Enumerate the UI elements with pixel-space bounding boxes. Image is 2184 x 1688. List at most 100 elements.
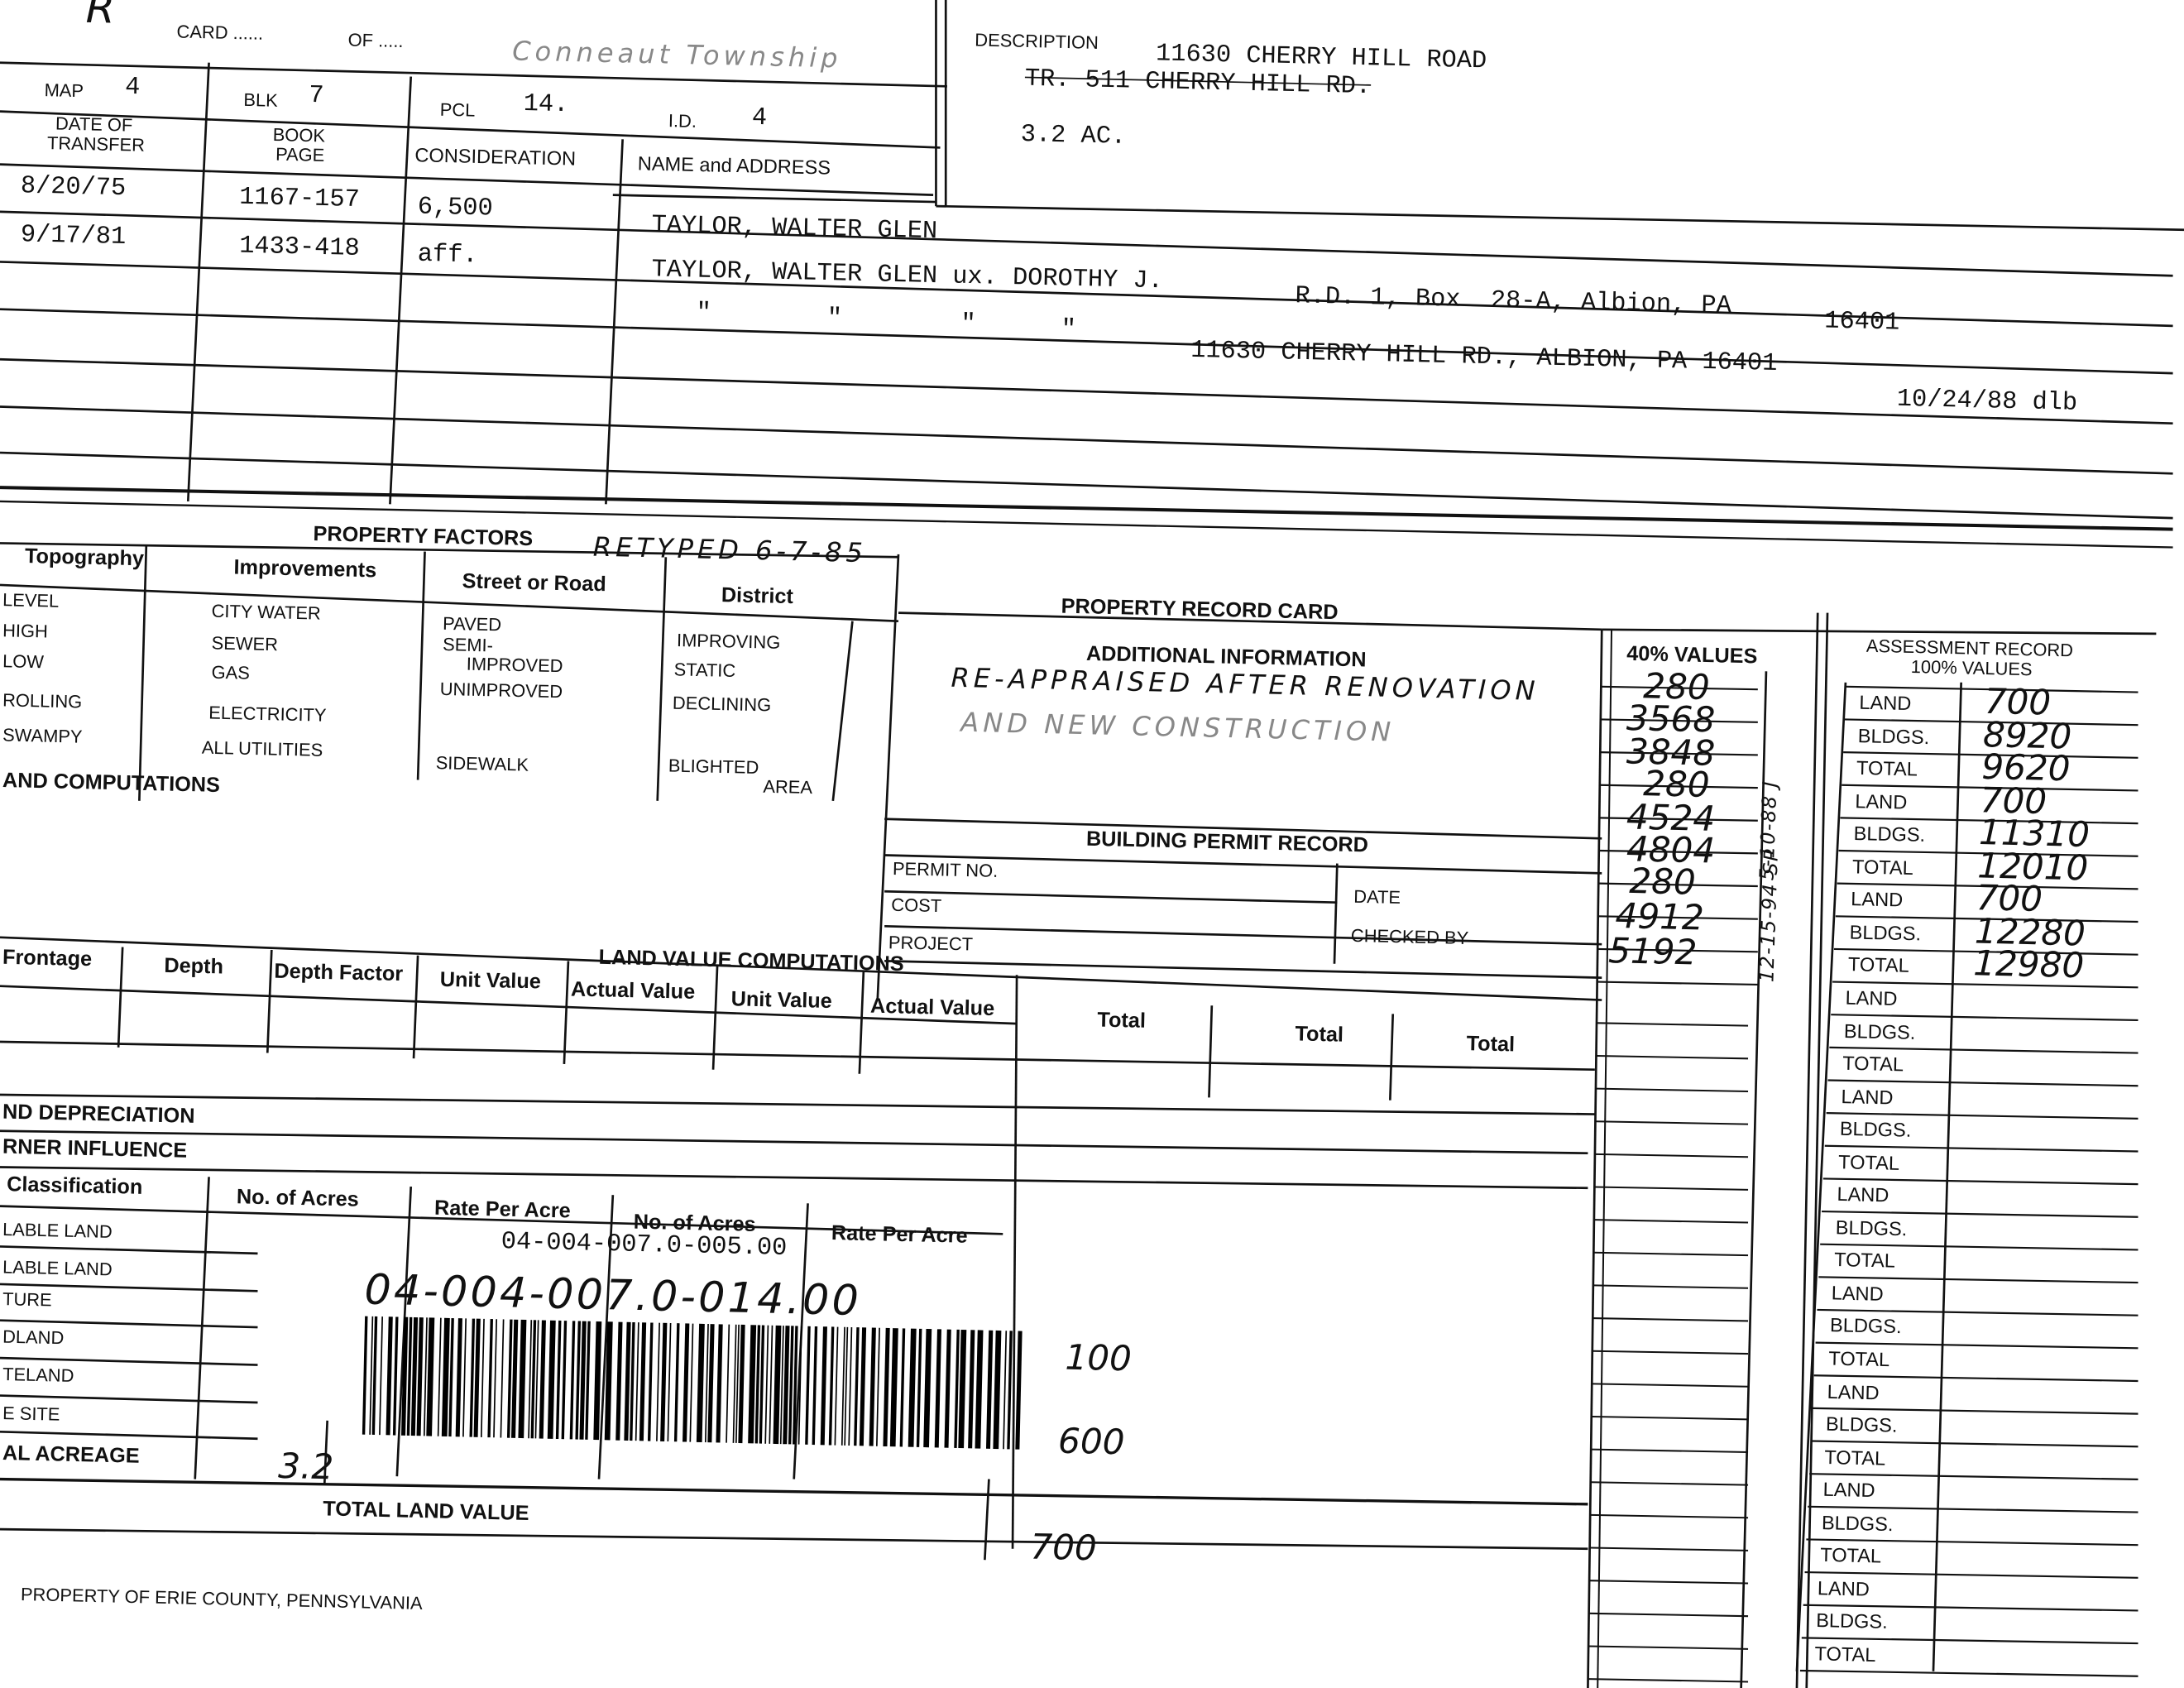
rule-line xyxy=(1592,1383,1749,1388)
rule-line xyxy=(0,1477,1588,1506)
blk-label: BLK xyxy=(243,89,279,111)
rule-line xyxy=(1596,1054,1749,1060)
barcode-bar xyxy=(923,1329,932,1448)
rule-line xyxy=(1594,1219,1749,1224)
value-40: 280 xyxy=(1628,861,1697,903)
barcode-bar xyxy=(660,1322,668,1441)
barcode-bar xyxy=(555,1320,562,1440)
value-date-note: 12-15-94 SP xyxy=(1756,847,1784,983)
assessment-bldgs-label: BLDGS. xyxy=(1825,1412,1898,1436)
rule-line xyxy=(1795,682,1847,1671)
assessment-bldgs-label: BLDGS. xyxy=(1839,1117,1912,1142)
rule-line xyxy=(1590,1513,1749,1519)
building-permit-title: BUILDING PERMIT RECORD xyxy=(1085,827,1369,858)
rule-line xyxy=(1840,817,2138,825)
classification-row: TELAND xyxy=(2,1363,74,1387)
rule-line xyxy=(1810,1440,2138,1448)
rule-line xyxy=(1591,1448,1749,1453)
assessment-land-label: LAND xyxy=(1836,1182,1889,1206)
assessment-total-value: 12980 xyxy=(1971,943,2084,987)
barcode-bar xyxy=(473,1318,481,1437)
barcode-bar xyxy=(993,1330,1002,1450)
rule-line xyxy=(0,261,2173,328)
rule-line xyxy=(1599,817,1758,822)
rule-line xyxy=(412,955,419,1059)
rule-line xyxy=(0,486,2173,531)
rule-line xyxy=(1812,1407,2138,1415)
rule-line xyxy=(1597,981,1758,986)
barcode-bar xyxy=(569,1321,576,1440)
rule-line xyxy=(1829,1046,2138,1054)
permit-project-label: PROJECT xyxy=(888,932,974,955)
assessment-bldgs-label: BLDGS. xyxy=(1821,1510,1894,1535)
rule-line xyxy=(1822,1210,2138,1218)
permit-cost-label: COST xyxy=(891,894,942,917)
barcode-bar xyxy=(812,1326,818,1446)
assessment-total-label: TOTAL xyxy=(1851,855,1913,879)
barcode-bar xyxy=(916,1328,922,1447)
rule-line xyxy=(1589,1580,1749,1585)
rule-line xyxy=(884,818,1602,840)
assessment-bldgs-label: BLDGS. xyxy=(1848,920,1921,945)
barcode-bar xyxy=(604,1321,613,1441)
rule-line xyxy=(1595,1153,1749,1158)
date-header: DATE OF xyxy=(55,113,133,136)
rule-line xyxy=(612,194,936,204)
barcode-bar xyxy=(493,1319,498,1438)
rule-line xyxy=(1589,1547,1749,1551)
rule-line xyxy=(117,947,124,1048)
land-computations-title: AND COMPUTATIONS xyxy=(2,769,221,798)
total-acreage-value: 3.2 xyxy=(277,1446,334,1488)
barcode-bar xyxy=(462,1318,467,1437)
rule-line xyxy=(1827,1079,2138,1087)
rule-line xyxy=(1595,1120,1749,1125)
barcode-bar xyxy=(883,1327,890,1447)
transfer-book-page: 1433-418 xyxy=(238,233,361,264)
rule-line xyxy=(0,1093,1595,1115)
rule-line xyxy=(1824,1144,2138,1153)
rule-line xyxy=(858,971,865,1074)
rule-line xyxy=(1601,685,1758,691)
assessment-total-label: TOTAL xyxy=(1814,1642,1877,1666)
assessment-land-label: LAND xyxy=(1846,985,1899,1009)
transfer-consideration: 6,500 xyxy=(417,193,494,223)
barcode-bar xyxy=(899,1328,906,1447)
assessment-bldgs-label: BLDGS. xyxy=(1857,723,1930,748)
barcode-bar xyxy=(854,1327,860,1446)
land-depreciation-label: ND DEPRECIATION xyxy=(2,1100,195,1129)
rule-line xyxy=(605,139,624,505)
column-unit-value: Unit Value xyxy=(730,987,833,1014)
improvement-gas: GAS xyxy=(211,661,251,683)
assessment-land-label: LAND xyxy=(1832,1281,1885,1305)
classification-header: Classification xyxy=(6,1172,143,1200)
assessment-bldgs-label: BLDGS. xyxy=(1844,1019,1917,1043)
rule-line xyxy=(0,357,2173,425)
map-value: 4 xyxy=(124,74,141,103)
rule-line xyxy=(0,583,899,623)
barcode xyxy=(362,1316,1027,1450)
barcode-bar xyxy=(379,1316,384,1436)
improvement-city-water: CITY WATER xyxy=(211,600,322,624)
assessment-land-label: LAND xyxy=(1827,1379,1880,1403)
rule-line xyxy=(0,1283,258,1292)
permit-date-label: DATE xyxy=(1353,885,1401,909)
corner-influence-label: RNER INFLUENCE xyxy=(2,1134,188,1163)
rule-line xyxy=(1588,1678,1749,1683)
rule-line xyxy=(1809,1473,2138,1480)
column-frontage: Frontage xyxy=(2,945,93,971)
barcode-bar xyxy=(480,1318,485,1437)
barcode-bar xyxy=(985,1330,994,1449)
rule-line xyxy=(1832,981,2138,989)
date-header: TRANSFER xyxy=(46,132,146,156)
barcode-bar xyxy=(716,1324,723,1443)
barcode-bar xyxy=(635,1322,639,1441)
classification-row: LABLE LAND xyxy=(2,1256,113,1280)
rule-line xyxy=(1740,671,1768,1688)
rule-line xyxy=(1820,1243,2138,1251)
ditto-mark: " xyxy=(1061,316,1077,345)
rule-line xyxy=(1818,1276,2138,1284)
rule-line xyxy=(1843,751,2138,759)
column-actual-value: Actual Value xyxy=(570,977,696,1005)
barcode-bar xyxy=(386,1316,393,1436)
